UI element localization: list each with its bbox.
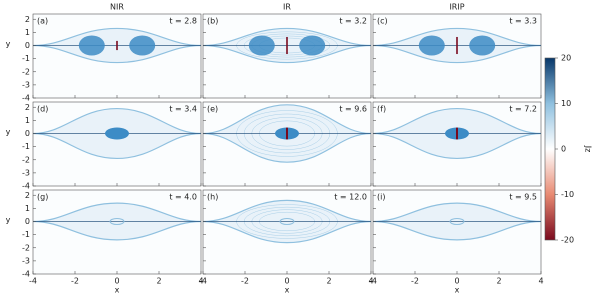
column-title: IR (283, 3, 291, 12)
colorbar-tick-label: 10 (561, 99, 571, 108)
x-tick-label: -2 (241, 277, 249, 286)
colorbar-tick-label: 20 (561, 54, 571, 63)
x-axis-label: x (285, 286, 290, 295)
panel-label: (i) (377, 193, 385, 202)
colorbar-tick-label: -10 (561, 190, 574, 199)
column-title: IRIP (449, 3, 464, 12)
blob (78, 35, 105, 56)
blob (109, 218, 125, 225)
colorbar-label: Jz (584, 145, 593, 153)
panel-time: t = 3.4 (169, 105, 197, 114)
panel-time: t = 7.2 (509, 105, 537, 114)
panel-time: t = 9.6 (339, 105, 367, 114)
y-tick-label: -1 (22, 230, 30, 239)
y-tick-label: -3 (22, 168, 30, 177)
y-tick-label: -2 (22, 155, 30, 164)
y-tick-label: -1 (22, 142, 30, 151)
y-axis-label: y (6, 128, 11, 137)
x-tick-label: 2 (326, 277, 331, 286)
column-title: NIR (110, 3, 124, 12)
y-tick-label: 2 (25, 103, 30, 112)
y-tick-label: -1 (22, 54, 30, 63)
y-tick-label: -3 (22, 256, 30, 265)
y-tick-label: -4 (22, 182, 30, 191)
panel-label: (c) (377, 17, 388, 26)
panel (203, 190, 371, 274)
y-tick-label: -4 (22, 94, 30, 103)
panel-time: t = 9.5 (509, 193, 537, 202)
panel (33, 102, 201, 186)
x-tick-label: 0 (454, 277, 459, 286)
x-tick-label: -4 (199, 277, 207, 286)
y-tick-label: -4 (22, 270, 30, 279)
blob (129, 35, 156, 56)
panel-label: (g) (37, 193, 48, 202)
panel (33, 190, 201, 274)
colorbar-tick-label: -20 (561, 236, 574, 245)
y-tick-label: 1 (25, 116, 30, 125)
y-tick-label: -2 (22, 67, 30, 76)
panel-time: t = 3.3 (509, 17, 537, 26)
panel (373, 14, 541, 98)
x-tick-label: 2 (156, 277, 161, 286)
y-tick-label: -3 (22, 80, 30, 89)
blob (418, 35, 445, 56)
panel-label: (f) (377, 105, 386, 114)
x-tick-label: 0 (284, 277, 289, 286)
x-tick-label: 2 (496, 277, 501, 286)
x-tick-label: 0 (114, 277, 119, 286)
x-axis-label: x (115, 286, 120, 295)
y-tick-label: 1 (25, 204, 30, 213)
y-tick-label: 0 (25, 129, 30, 138)
panel (203, 102, 371, 186)
y-tick-label: 0 (25, 217, 30, 226)
panel-label: (a) (37, 17, 48, 26)
x-tick-label: 4 (368, 277, 373, 286)
x-tick-label: -2 (411, 277, 419, 286)
x-tick-label: -4 (29, 277, 37, 286)
y-tick-label: 0 (25, 41, 30, 50)
y-axis-label: y (6, 216, 11, 225)
y-tick-label: 1 (25, 28, 30, 37)
blob (248, 35, 275, 56)
x-tick-label: -4 (369, 277, 377, 286)
x-tick-label: 4 (198, 277, 203, 286)
x-tick-label: -2 (71, 277, 79, 286)
panel-label: (d) (37, 105, 48, 114)
panel (33, 14, 201, 98)
blob (105, 127, 129, 140)
blob (299, 35, 326, 56)
x-axis-label: x (455, 286, 460, 295)
blob (279, 218, 295, 225)
panel-time: t = 2.8 (169, 17, 197, 26)
panel-time: t = 4.0 (169, 193, 197, 202)
blob (449, 218, 465, 225)
panel-label: (e) (207, 105, 218, 114)
y-tick-label: -2 (22, 243, 30, 252)
x-tick-label: 4 (538, 277, 543, 286)
colorbar (544, 57, 556, 241)
y-tick-label: 2 (25, 15, 30, 24)
panel-time: t = 12.0 (334, 193, 367, 202)
panel-label: (h) (207, 193, 218, 202)
panel-time: t = 3.2 (339, 17, 367, 26)
panel-label: (b) (207, 17, 218, 26)
colorbar-tick-label: 0 (561, 145, 566, 154)
blob (469, 35, 496, 56)
panel (373, 190, 541, 274)
panel (373, 102, 541, 186)
y-tick-label: 2 (25, 191, 30, 200)
panel (203, 14, 371, 98)
y-axis-label: y (6, 40, 11, 49)
